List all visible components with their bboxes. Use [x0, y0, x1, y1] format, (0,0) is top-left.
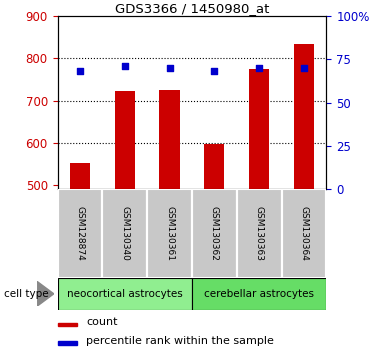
Title: GDS3366 / 1450980_at: GDS3366 / 1450980_at	[115, 2, 269, 15]
Bar	[58, 278, 192, 310]
Text: GSM128874: GSM128874	[75, 206, 85, 261]
Point	[122, 63, 128, 69]
Point	[77, 69, 83, 74]
Bar	[204, 144, 224, 189]
Text: GSM130364: GSM130364	[299, 206, 309, 261]
Point	[256, 65, 262, 71]
Bar	[58, 323, 76, 326]
Point	[211, 69, 217, 74]
Text: GSM130362: GSM130362	[210, 206, 219, 261]
Text: percentile rank within the sample: percentile rank within the sample	[86, 336, 274, 346]
Bar	[192, 278, 326, 310]
Text: count: count	[86, 318, 118, 327]
Text: cerebellar astrocytes: cerebellar astrocytes	[204, 289, 314, 299]
Text: GSM130361: GSM130361	[165, 206, 174, 261]
Bar	[237, 189, 282, 278]
Text: GSM130340: GSM130340	[120, 206, 129, 261]
Point	[167, 65, 173, 71]
Text: cell type: cell type	[4, 289, 48, 299]
Point	[301, 65, 307, 71]
Bar	[70, 163, 90, 189]
Bar	[249, 69, 269, 189]
Bar	[102, 189, 147, 278]
Text: neocortical astrocytes: neocortical astrocytes	[67, 289, 183, 299]
Bar	[58, 341, 76, 345]
Bar	[115, 91, 135, 189]
Polygon shape	[37, 281, 54, 306]
Bar	[147, 189, 192, 278]
Bar	[58, 189, 102, 278]
Bar	[294, 44, 314, 189]
Bar	[192, 189, 237, 278]
Bar	[160, 90, 180, 189]
Text: GSM130363: GSM130363	[255, 206, 264, 261]
Bar	[282, 189, 326, 278]
